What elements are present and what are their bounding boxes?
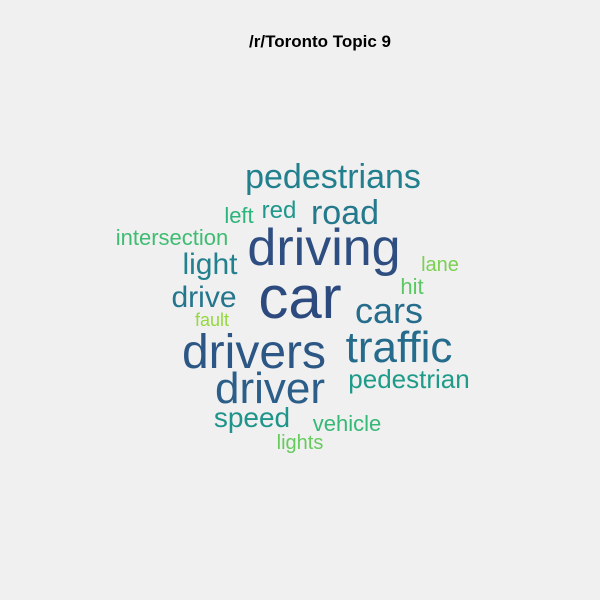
word-red: red	[262, 197, 297, 224]
word-light: light	[182, 248, 238, 281]
word-hit: hit	[400, 274, 423, 299]
word-left: left	[224, 203, 253, 228]
word-traffic: traffic	[346, 323, 453, 372]
word-car: car	[258, 264, 341, 331]
word-cars: cars	[355, 290, 423, 331]
word-road: road	[311, 194, 379, 232]
word-driving: driving	[247, 219, 400, 277]
word-drive: drive	[171, 281, 236, 314]
word-pedestrian: pedestrian	[348, 364, 469, 394]
word-fault: fault	[195, 310, 229, 330]
word-pedestrians: pedestrians	[245, 158, 421, 196]
word-vehicle: vehicle	[313, 411, 381, 436]
word-speed: speed	[214, 402, 290, 433]
word-lights: lights	[277, 432, 324, 454]
word-intersection: intersection	[116, 225, 229, 250]
word-driver: driver	[215, 364, 325, 413]
figure-title: /r/Toronto Topic 9	[249, 32, 391, 51]
word-lane: lane	[421, 254, 459, 276]
word-drivers: drivers	[182, 326, 326, 379]
